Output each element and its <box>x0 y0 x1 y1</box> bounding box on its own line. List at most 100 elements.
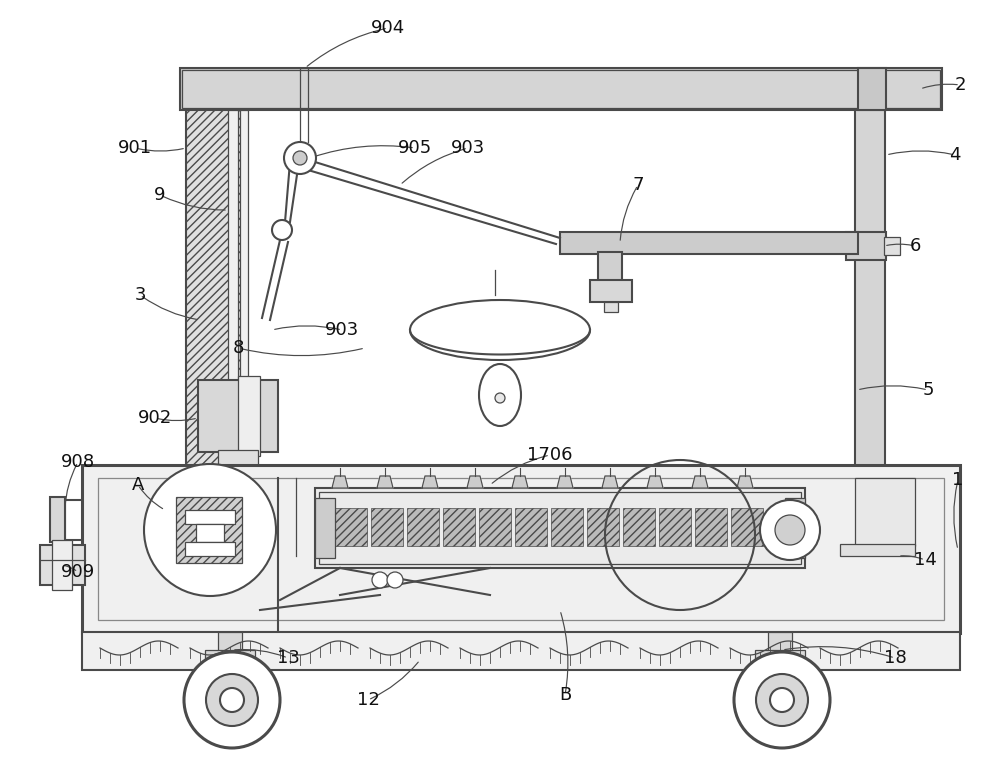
Text: 908: 908 <box>61 453 95 471</box>
Text: 9: 9 <box>154 186 166 204</box>
Bar <box>560 232 858 254</box>
Polygon shape <box>467 476 483 488</box>
Bar <box>551 508 583 546</box>
Text: 3: 3 <box>134 286 146 304</box>
Text: 5: 5 <box>922 381 934 399</box>
Text: 14: 14 <box>914 551 936 569</box>
Text: 12: 12 <box>357 691 379 709</box>
Bar <box>98 478 944 620</box>
Circle shape <box>775 515 805 545</box>
Bar <box>196 524 224 542</box>
Bar <box>855 110 885 480</box>
Bar <box>185 510 235 524</box>
Bar <box>82 632 960 670</box>
Bar <box>210 658 250 672</box>
Bar <box>695 508 727 546</box>
Bar <box>315 498 335 558</box>
Bar <box>587 508 619 546</box>
Ellipse shape <box>410 300 590 360</box>
Bar <box>623 508 655 546</box>
Bar <box>840 544 915 556</box>
Text: 6: 6 <box>909 237 921 255</box>
Bar <box>479 508 511 546</box>
Text: 1: 1 <box>952 471 964 489</box>
Text: 905: 905 <box>398 139 432 157</box>
Polygon shape <box>602 476 618 488</box>
Text: 903: 903 <box>325 321 359 339</box>
Circle shape <box>387 572 403 588</box>
Bar <box>52 540 72 590</box>
Bar <box>319 492 801 564</box>
Bar <box>218 632 242 654</box>
Text: 1706: 1706 <box>527 446 573 464</box>
Bar <box>590 280 632 302</box>
Text: 902: 902 <box>138 409 172 427</box>
Bar <box>884 237 900 255</box>
Bar <box>768 632 792 654</box>
Bar <box>182 70 940 108</box>
Circle shape <box>372 572 388 588</box>
Polygon shape <box>647 476 663 488</box>
Bar <box>407 508 439 546</box>
Circle shape <box>144 464 276 596</box>
Text: A: A <box>132 476 144 494</box>
Bar <box>335 508 367 546</box>
Circle shape <box>770 688 794 712</box>
Circle shape <box>734 652 830 748</box>
Circle shape <box>272 220 292 240</box>
Bar <box>240 110 248 470</box>
Circle shape <box>184 652 280 748</box>
Bar <box>176 497 242 563</box>
Text: 4: 4 <box>949 146 961 164</box>
Bar <box>598 252 622 282</box>
Text: 901: 901 <box>118 139 152 157</box>
Text: 18: 18 <box>884 649 906 667</box>
Polygon shape <box>557 476 573 488</box>
Circle shape <box>206 674 258 726</box>
Bar <box>185 542 235 556</box>
Bar <box>604 302 618 312</box>
Bar <box>785 498 805 558</box>
Text: 904: 904 <box>371 19 405 37</box>
Bar <box>659 508 691 546</box>
Bar <box>760 658 800 672</box>
Bar <box>858 68 886 110</box>
Text: 7: 7 <box>632 176 644 194</box>
Bar <box>205 650 255 660</box>
Bar <box>443 508 475 546</box>
Text: 8: 8 <box>232 339 244 357</box>
Text: 13: 13 <box>277 649 299 667</box>
Bar <box>846 232 886 260</box>
Circle shape <box>760 500 820 560</box>
Circle shape <box>756 674 808 726</box>
Bar <box>855 478 915 546</box>
Circle shape <box>284 142 316 174</box>
Bar <box>198 380 278 452</box>
Bar <box>228 110 238 470</box>
Bar <box>186 110 246 470</box>
Bar <box>371 508 403 546</box>
Polygon shape <box>512 476 528 488</box>
Bar <box>755 650 805 660</box>
Circle shape <box>495 393 505 403</box>
Bar <box>315 488 805 568</box>
Text: 903: 903 <box>451 139 485 157</box>
Text: 2: 2 <box>954 76 966 94</box>
Polygon shape <box>332 476 348 488</box>
Polygon shape <box>737 476 753 488</box>
Text: B: B <box>559 686 571 704</box>
Circle shape <box>293 151 307 165</box>
Text: 909: 909 <box>61 563 95 581</box>
Bar <box>40 545 85 585</box>
Bar <box>731 508 763 546</box>
Ellipse shape <box>479 364 521 426</box>
Bar <box>180 68 942 110</box>
Polygon shape <box>692 476 708 488</box>
Bar <box>218 465 246 487</box>
Circle shape <box>220 688 244 712</box>
Bar <box>238 376 260 456</box>
Polygon shape <box>377 476 393 488</box>
Polygon shape <box>422 476 438 488</box>
Bar <box>515 508 547 546</box>
Bar <box>50 497 65 542</box>
